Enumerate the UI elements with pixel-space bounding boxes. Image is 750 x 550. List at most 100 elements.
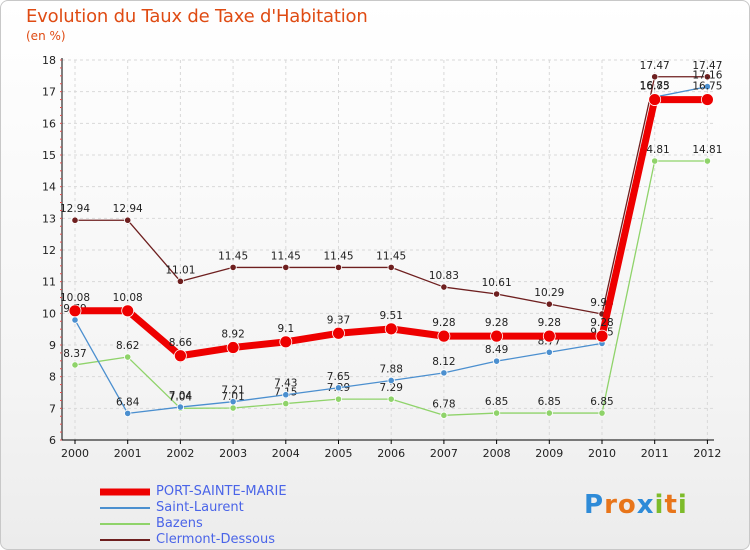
data-point-port-sainte-marie — [542, 329, 556, 343]
data-label-port-sainte-marie: 9.28 — [538, 317, 561, 329]
data-point-saint-laurent — [334, 384, 343, 392]
data-point-port-sainte-marie — [279, 335, 293, 349]
data-label-port-sainte-marie: 9.1 — [277, 323, 294, 335]
data-point-bazens — [71, 361, 79, 369]
proxiti-logo: Proxiti — [584, 490, 688, 520]
y-tick-label: 9 — [49, 339, 56, 352]
y-tick-label: 14 — [42, 181, 56, 194]
data-label-bazens: 6.85 — [485, 396, 508, 408]
data-point-bazens — [124, 353, 132, 361]
data-point-port-sainte-marie — [332, 326, 345, 340]
data-point-bazens — [440, 411, 448, 419]
data-label-port-sainte-marie: 10.08 — [60, 292, 90, 304]
data-label-clermont-dessous: 10.29 — [534, 287, 564, 299]
data-label-port-sainte-marie: 16.75 — [640, 81, 670, 93]
y-tick-label: 11 — [42, 276, 56, 289]
data-point-clermont-dessous — [71, 216, 79, 224]
y-tick-label: 18 — [42, 54, 56, 67]
data-label-port-sainte-marie: 9.37 — [327, 314, 350, 326]
data-label-saint-laurent: 8.12 — [432, 356, 455, 368]
x-tick-label: 2001 — [114, 447, 142, 460]
data-point-port-sainte-marie — [226, 341, 240, 354]
data-label-clermont-dessous: 10.61 — [482, 277, 512, 289]
data-point-saint-laurent — [545, 348, 553, 356]
data-point-clermont-dessous — [229, 263, 237, 272]
data-point-bazens — [229, 404, 237, 412]
data-point-port-sainte-marie — [437, 329, 451, 343]
data-point-port-sainte-marie — [701, 93, 714, 106]
data-point-port-sainte-marie — [173, 349, 187, 363]
y-tick-label: 10 — [42, 307, 56, 320]
x-tick-label: 2005 — [325, 447, 353, 460]
data-point-bazens — [545, 409, 553, 417]
data-point-bazens — [651, 157, 659, 165]
data-point-clermont-dessous — [703, 73, 712, 81]
x-tick-label: 2010 — [588, 447, 616, 460]
legend-label: PORT-SAINTE-MARIE — [156, 484, 287, 499]
data-label-port-sainte-marie: 9.28 — [590, 317, 613, 329]
data-label-clermont-dessous: 12.94 — [113, 203, 143, 215]
data-label-clermont-dessous: 17.47 — [692, 60, 722, 72]
legend-label: Bazens — [156, 516, 203, 531]
data-point-clermont-dessous — [651, 73, 659, 81]
legend-label: Saint-Laurent — [156, 500, 244, 515]
data-label-bazens: 7.01 — [221, 391, 244, 403]
data-point-clermont-dessous — [492, 290, 501, 298]
data-label-clermont-dessous: 11.45 — [323, 250, 353, 262]
data-label-bazens: 7.29 — [380, 382, 403, 394]
x-tick-label: 2003 — [219, 447, 247, 460]
data-label-clermont-dessous: 10.83 — [429, 270, 459, 282]
data-label-port-sainte-marie: 10.08 — [113, 292, 143, 304]
data-label-port-sainte-marie: 8.66 — [169, 337, 193, 349]
data-label-clermont-dessous: 11.01 — [165, 264, 195, 276]
y-tick-label: 16 — [42, 117, 56, 130]
data-label-saint-laurent: 7.04 — [169, 390, 193, 402]
x-tick-label: 2006 — [377, 447, 405, 460]
y-tick-label: 7 — [49, 402, 56, 415]
y-tick-label: 13 — [42, 212, 56, 225]
data-point-saint-laurent — [440, 369, 448, 377]
data-point-bazens — [387, 395, 395, 403]
data-label-clermont-dessous: 11.45 — [218, 250, 248, 262]
data-label-bazens: 7.04 — [169, 391, 193, 403]
legend-swatch — [100, 523, 150, 525]
data-label-bazens: 14.81 — [692, 144, 722, 156]
x-tick-label: 2004 — [272, 447, 300, 460]
data-point-clermont-dessous — [334, 263, 343, 272]
data-label-bazens: 6.85 — [538, 396, 561, 408]
data-point-saint-laurent — [492, 357, 501, 365]
data-label-bazens: 6.85 — [590, 396, 613, 408]
data-label-port-sainte-marie: 8.92 — [221, 329, 244, 341]
data-label-clermont-dessous: 11.45 — [271, 250, 301, 262]
data-label-port-sainte-marie: 9.51 — [380, 310, 403, 322]
legend-label: Clermont-Dessous — [156, 532, 275, 547]
x-tick-label: 2012 — [693, 447, 721, 460]
data-label-clermont-dessous: 17.47 — [640, 60, 670, 72]
data-label-port-sainte-marie: 16.75 — [692, 81, 722, 93]
data-label-saint-laurent: 16.83 — [640, 80, 670, 92]
x-tick-label: 2009 — [535, 447, 563, 460]
data-label-saint-laurent: 7.88 — [380, 363, 403, 375]
legend-swatch — [100, 539, 150, 541]
data-label-clermont-dessous: 11.45 — [376, 250, 406, 262]
data-point-clermont-dessous — [282, 263, 290, 272]
data-point-saint-laurent — [387, 376, 395, 385]
data-point-saint-laurent — [124, 409, 132, 417]
data-label-port-sainte-marie: 9.28 — [485, 317, 508, 329]
data-point-port-sainte-marie — [595, 329, 609, 343]
data-point-bazens — [334, 395, 343, 403]
data-label-saint-laurent: 7.21 — [221, 385, 244, 397]
x-tick-label: 2007 — [430, 447, 458, 460]
data-label-clermont-dessous: 12.94 — [60, 203, 90, 215]
data-point-port-sainte-marie — [490, 329, 504, 343]
legend-swatch — [100, 507, 150, 509]
data-point-saint-laurent — [71, 316, 79, 324]
x-tick-label: 2000 — [61, 447, 89, 460]
data-label-port-sainte-marie: 9.28 — [432, 317, 455, 329]
y-tick-label: 15 — [42, 149, 56, 162]
data-point-bazens — [703, 157, 712, 165]
data-point-saint-laurent — [282, 391, 290, 399]
legend-swatch — [100, 488, 150, 496]
data-point-bazens — [598, 409, 606, 417]
